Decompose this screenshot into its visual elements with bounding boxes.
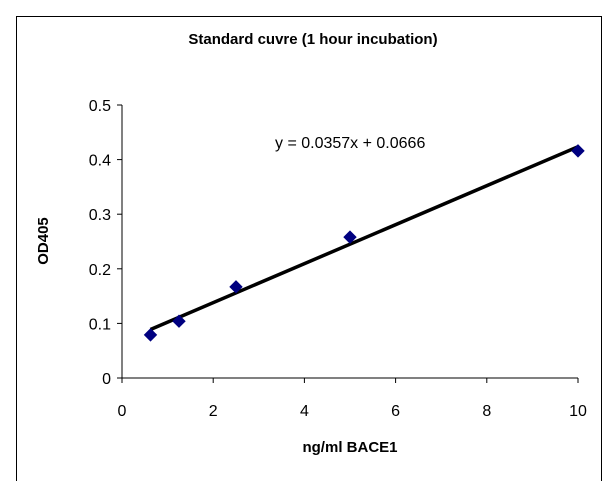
data-point bbox=[143, 328, 158, 342]
data-point bbox=[343, 230, 357, 244]
trendline-group bbox=[149, 145, 579, 332]
chart-border bbox=[16, 16, 602, 481]
y-tick-label: 0 bbox=[102, 371, 111, 388]
x-tick-label: 0 bbox=[118, 403, 127, 420]
x-tick-label: 4 bbox=[300, 403, 309, 420]
x-tick-label: 2 bbox=[209, 403, 218, 420]
x-axis-label: ng/ml BACE1 bbox=[302, 439, 397, 456]
y-tick-label: 0.2 bbox=[89, 262, 111, 279]
y-axis: 0 0.1 0.2 0.3 0.4 0.5 bbox=[89, 98, 123, 388]
y-tick-label: 0.4 bbox=[89, 153, 111, 170]
x-tick-label: 8 bbox=[482, 403, 491, 420]
x-axis: 0 2 4 6 8 10 bbox=[118, 377, 587, 420]
data-point bbox=[229, 280, 243, 294]
chart-title: Standard cuvre (1 hour incubation) bbox=[188, 31, 437, 48]
data-point bbox=[571, 144, 585, 158]
data-point bbox=[172, 314, 186, 328]
x-tick-label: 6 bbox=[391, 403, 400, 420]
y-tick-label: 0.5 bbox=[89, 98, 111, 115]
y-tick-label: 0.3 bbox=[89, 207, 111, 224]
trendline-equation: y = 0.0357x + 0.0666 bbox=[275, 135, 425, 152]
y-axis-label: OD405 bbox=[35, 217, 52, 265]
x-tick-label: 10 bbox=[569, 403, 587, 420]
y-tick-label: 0.1 bbox=[89, 316, 111, 333]
data-points bbox=[143, 144, 585, 342]
trendline bbox=[149, 145, 579, 332]
